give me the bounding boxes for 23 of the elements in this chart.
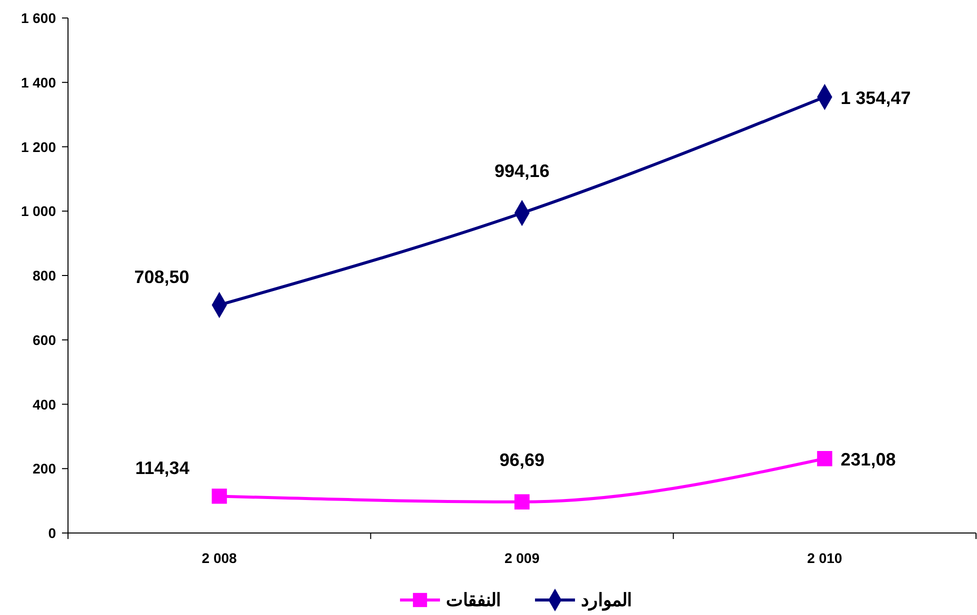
y-tick-label: 1 200 — [20, 138, 56, 155]
legend-label: الموارد — [581, 590, 632, 611]
x-tick-label: 2 008 — [202, 550, 238, 566]
x-tick-label: 2 010 — [807, 550, 842, 566]
data-label: 1 354,47 — [840, 88, 911, 108]
point — [212, 488, 227, 504]
y-tick-label: 200 — [32, 460, 56, 477]
y-tick-label: 800 — [32, 268, 56, 284]
data-label: 114,34 — [135, 458, 190, 478]
data-label: 231,08 — [840, 450, 896, 470]
y-tick-label: 1 000 — [20, 203, 56, 220]
data-label: 96,69 — [499, 450, 545, 470]
y-tick-label: 600 — [32, 332, 56, 348]
point — [817, 451, 832, 466]
legend-label: النفقات — [446, 590, 501, 610]
x-tick-label: 2 009 — [504, 550, 540, 566]
point — [514, 494, 530, 510]
y-tick-label: 400 — [32, 396, 56, 412]
y-tick-label: 1 600 — [20, 10, 56, 26]
data-label: 708,50 — [134, 266, 190, 287]
y-tick-label: 1 400 — [20, 74, 56, 90]
y-tick-label: 0 — [48, 525, 56, 541]
data-label: 994,16 — [494, 161, 550, 182]
